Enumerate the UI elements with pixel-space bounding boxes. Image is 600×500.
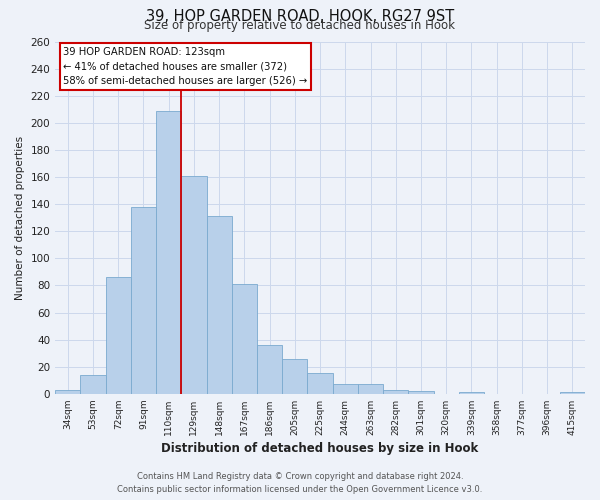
Bar bbox=[206, 216, 232, 394]
Text: 39, HOP GARDEN ROAD, HOOK, RG27 9ST: 39, HOP GARDEN ROAD, HOOK, RG27 9ST bbox=[146, 9, 454, 24]
Text: Size of property relative to detached houses in Hook: Size of property relative to detached ho… bbox=[145, 19, 455, 32]
Bar bbox=[181, 176, 206, 394]
Text: 39 HOP GARDEN ROAD: 123sqm
← 41% of detached houses are smaller (372)
58% of sem: 39 HOP GARDEN ROAD: 123sqm ← 41% of deta… bbox=[63, 47, 307, 86]
Bar bbox=[257, 345, 282, 394]
Bar bbox=[80, 375, 106, 394]
X-axis label: Distribution of detached houses by size in Hook: Distribution of detached houses by size … bbox=[161, 442, 479, 455]
Bar bbox=[383, 390, 409, 394]
Bar bbox=[131, 207, 156, 394]
Bar bbox=[232, 284, 257, 394]
Bar bbox=[358, 384, 383, 394]
Text: Contains HM Land Registry data © Crown copyright and database right 2024.
Contai: Contains HM Land Registry data © Crown c… bbox=[118, 472, 482, 494]
Bar bbox=[282, 358, 307, 394]
Bar bbox=[332, 384, 358, 394]
Bar bbox=[307, 374, 332, 394]
Bar bbox=[106, 278, 131, 394]
Bar bbox=[560, 392, 585, 394]
Bar bbox=[409, 391, 434, 394]
Bar bbox=[55, 390, 80, 394]
Bar bbox=[156, 110, 181, 394]
Y-axis label: Number of detached properties: Number of detached properties bbox=[15, 136, 25, 300]
Bar bbox=[459, 392, 484, 394]
